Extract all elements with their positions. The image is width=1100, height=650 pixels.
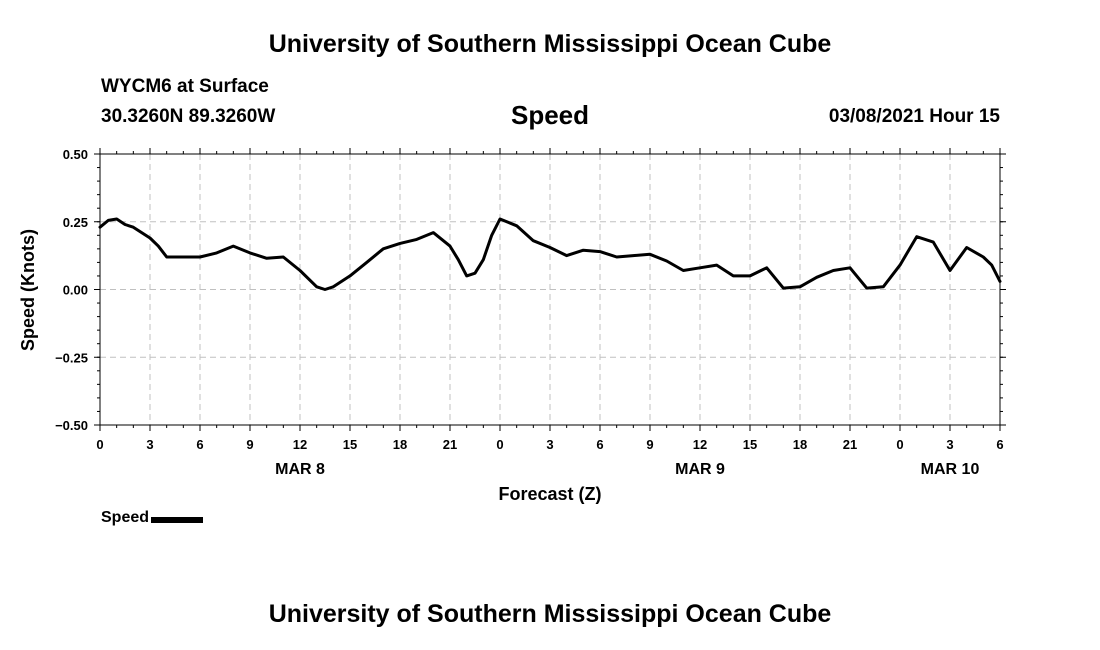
y-tick-label: 0.50: [63, 147, 88, 162]
grid-layer: [100, 154, 1000, 425]
y-tick-labels: 0.50 0.25 0.00 −0.25 −0.50: [55, 147, 88, 433]
y-tick-label: −0.50: [55, 418, 88, 433]
x-tick-label: 3: [546, 437, 553, 452]
series-line-speed: [98, 217, 1002, 291]
x-tick-label: 9: [246, 437, 253, 452]
x-tick-label: 21: [443, 437, 457, 452]
x-tick-label: 18: [393, 437, 407, 452]
chart-title: University of Southern Mississippi Ocean…: [268, 30, 832, 58]
x-axis-label: Forecast (Z): [498, 484, 601, 504]
legend-swatch-speed: [151, 517, 204, 523]
y-tick-label: 0.25: [63, 215, 88, 230]
x-tick-label: 15: [743, 437, 757, 452]
x-tick-label: 12: [293, 437, 307, 452]
x-tick-label: 12: [693, 437, 707, 452]
tick-layer: [94, 148, 1006, 431]
x-tick-label: 0: [896, 437, 903, 452]
x-tick-label: 0: [496, 437, 503, 452]
x-tick-label: 3: [946, 437, 953, 452]
x-tick-label: 9: [646, 437, 653, 452]
x-tick-label: 21: [843, 437, 857, 452]
station-coords: 30.3260N 89.3260W: [101, 106, 276, 127]
x-tick-label: 6: [996, 437, 1003, 452]
x-tick-label: 18: [793, 437, 807, 452]
forecast-datetime: 03/08/2021 Hour 15: [828, 106, 1000, 127]
x-tick-label: 0: [96, 437, 103, 452]
x-tick-label: 3: [146, 437, 153, 452]
series-layer: [98, 217, 1002, 291]
x-tick-label: 6: [196, 437, 203, 452]
date-label: MAR 10: [921, 461, 980, 478]
footer-title: University of Southern Mississippi Ocean…: [268, 600, 832, 628]
y-tick-label: −0.25: [55, 350, 88, 365]
y-tick-label: 0.00: [63, 283, 88, 298]
legend-label-speed: Speed: [101, 509, 150, 526]
parameter-label: Speed: [510, 100, 590, 130]
date-label: MAR 9: [675, 461, 725, 478]
legend: Speed: [101, 509, 204, 527]
x-tick-labels: 0 3 6 9 12 15 18 21 0 3 6 9 12 15 18 21 0 3 6: [96, 437, 1003, 452]
y-axis-label: Speed (Knots): [18, 229, 38, 351]
station-label: WYCM6 at Surface: [101, 76, 269, 97]
date-label: MAR 8: [275, 461, 325, 478]
x-tick-label: 6: [596, 437, 603, 452]
date-labels: MAR 8 MAR 9 MAR 10: [275, 461, 979, 478]
x-tick-label: 15: [343, 437, 357, 452]
